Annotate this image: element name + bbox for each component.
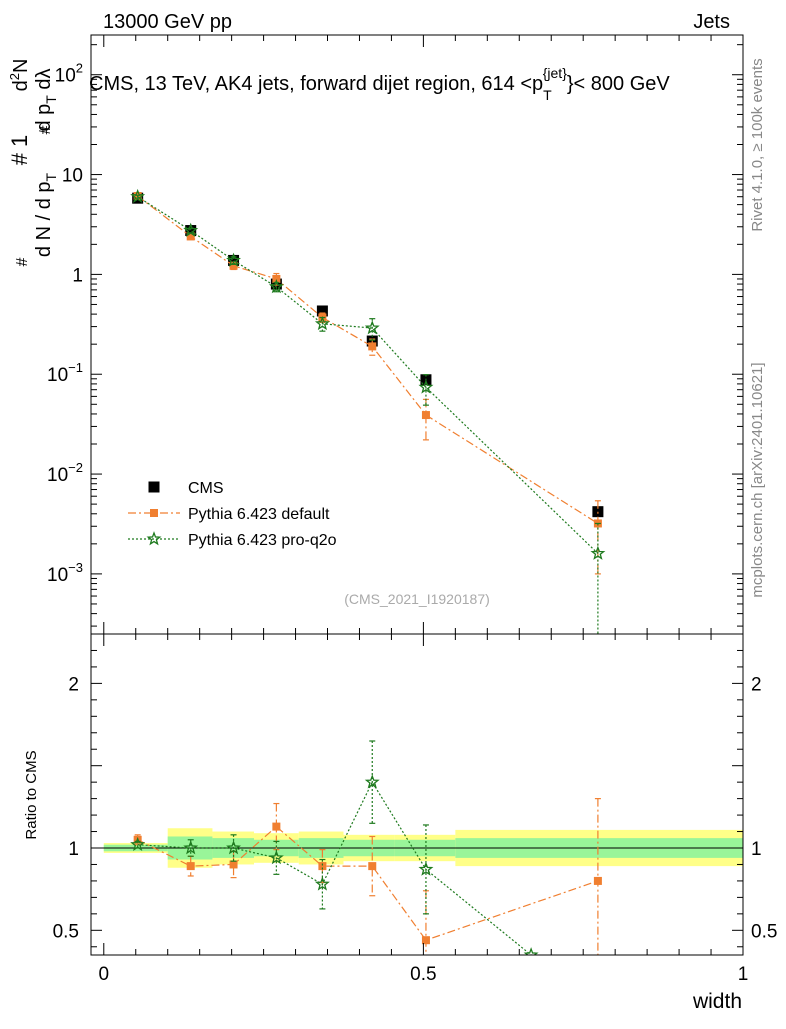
analysis-watermark: (CMS_2021_I1920187) [344,591,490,607]
main-ytick-label-exp: −2 [68,460,83,475]
main-ytick-label-exp: −1 [68,360,83,375]
main-point-proq2o [268,279,284,294]
legend-marker-default [150,509,158,517]
main-ytick-label-base: 10 [55,66,76,87]
legend: CMS Pythia 6.423 default Pythia 6.423 pro-… [128,480,337,549]
main-ytick-label: 10−1 [47,360,83,386]
main-line-proq2o [137,196,599,554]
main-point-default [368,342,377,351]
svg-text:d2N: d2N [7,59,32,92]
ratio-point-proq2o [130,836,146,852]
svg-text:d N / d pT: d N / d pT [33,172,59,257]
ratio-point-default [593,876,602,885]
chart-title-sup: {jet} [543,65,567,81]
main-point-default [421,411,430,420]
ratio-ytick-label-right: 0.5 [751,921,777,942]
x-tick-label: 0.5 [410,964,436,985]
main-point-default [272,274,281,283]
legend-marker-cms [148,481,160,493]
svg-text:#: # [14,257,31,266]
main-line-default [137,195,599,524]
svg-text:#1: #1 [7,135,32,166]
legend-label-default: Pythia 6.423 default [188,506,330,523]
ratio-point-proq2o [418,861,434,876]
main-ytick-label: 10−3 [47,560,83,586]
ratio-ytick-label-right: 1 [751,839,762,860]
ratio-point-proq2o [183,840,199,855]
ratio-point-proq2o [268,850,284,865]
main-point-default [229,261,238,270]
main-ytick-label-exp: 2 [76,61,83,76]
ratio-point-proq2o [226,840,242,855]
legend-marker-proq2o [146,531,162,546]
x-tick-label: 0 [98,964,109,985]
ratio-frame [90,633,744,956]
ratio-ytick-label-left: 0.5 [53,921,79,942]
ratio-ytick-label-right: 2 [751,674,762,695]
main-point-proq2o [130,188,146,204]
header-right: Jets [693,11,730,33]
main-point-cms [592,506,604,518]
legend-label-cms: CMS [188,480,224,497]
ratio-point-default [368,862,377,871]
header-left: 13000 GeV pp [103,11,232,33]
main-point-proq2o [314,315,330,331]
rivet-label: Rivet 4.1.0, ≥ 100k events [749,58,766,231]
main-point-proq2o [590,545,606,560]
chart-title-sub: T [543,87,552,103]
main-point-cms [316,305,328,317]
ratio-point-proq2o [314,876,330,891]
chart-title-tail: }< 800 GeV [567,73,671,95]
main-point-proq2o [183,222,199,237]
main-ytick-label-exp: −3 [68,560,83,575]
main-ytick-label-base: 10 [47,365,68,386]
ratio-line-default [137,825,599,941]
ratio-point-proq2o [523,947,539,955]
x-axis-label: width [692,990,742,1013]
main-ylabel: #1 d N / d pT d2N d pT dλ # # [7,59,59,267]
main-point-proq2o [226,252,242,267]
ratio-point-default [318,862,327,871]
ratio-ytick-label-left: 2 [68,674,79,695]
main-ytick-label-base: 10 [47,465,68,486]
main-ytick-label: 10 [62,166,83,187]
main-ytick-label: 10−2 [47,460,83,486]
svg-text:d pT dλ: d pT dλ [33,68,59,131]
ratio-point-default [272,822,281,831]
ratio-ylabel: Ratio to CMS [23,750,40,839]
main-ytick-label: 102 [55,61,83,87]
ratio-panel: 0 0.5 1 0.5 0.5 1 1 2 2 Ratio to CMS width [23,633,777,1013]
main-point-cms [228,254,240,266]
legend-label-proq2o: Pythia 6.423 pro-q2o [188,532,337,549]
main-point-proq2o [418,379,434,394]
chart-title-main: CMS, 13 TeV, AK4 jets, forward dijet reg… [89,73,543,95]
ratio-ytick-label-left: 1 [68,839,79,860]
ratio-line-proq2o [137,780,532,955]
main-point-proq2o [364,320,380,335]
main-point-default [186,232,195,241]
x-tick-label: 1 [738,964,749,985]
main-point-cms [185,225,197,237]
main-ytick-label: 1 [72,265,83,286]
ratio-point-proq2o [364,774,380,789]
ratio-point-default [229,860,238,869]
mcplots-label: mcplots.cern.ch [arXiv:2401.10621] [749,362,766,597]
chart-title: CMS, 13 TeV, AK4 jets, forward dijet reg… [89,65,670,103]
main-ytick-label-base: 10 [47,565,68,586]
ratio-point-default [186,862,195,871]
ratio-point-default [421,936,430,945]
svg-text:#: # [37,125,54,134]
